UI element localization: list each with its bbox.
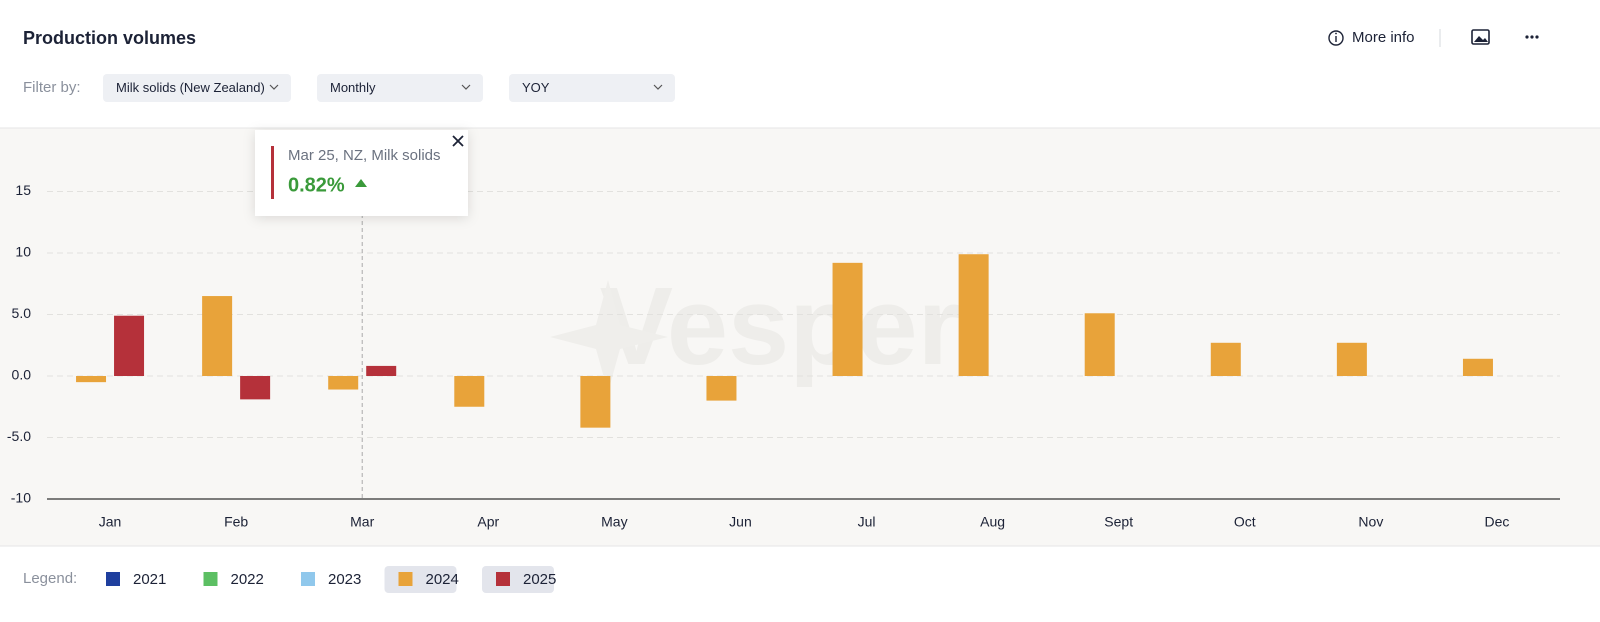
bar (76, 376, 107, 383)
bar (958, 254, 989, 376)
tooltip-title: Mar 25, NZ, Milk solids (288, 147, 441, 164)
dot (1535, 35, 1539, 39)
x-tick-label: Jul (858, 514, 876, 530)
dropdown-label: Milk solids (New Zealand) (116, 80, 265, 95)
x-tick-label: Feb (224, 514, 248, 530)
title: Production volumes (23, 28, 196, 48)
legend-text: 2023 (328, 571, 361, 588)
x-tick-label: Apr (477, 514, 499, 530)
bar (366, 365, 397, 376)
y-tick-label: -10 (11, 490, 31, 506)
tooltip (255, 130, 468, 216)
bar (706, 376, 737, 401)
bar (832, 262, 863, 376)
bar (202, 296, 233, 376)
legend-swatch (203, 572, 218, 586)
x-tick-label: Oct (1234, 514, 1256, 530)
info-icon (1328, 30, 1344, 46)
bar (1462, 358, 1493, 376)
image-icon (1474, 36, 1488, 42)
legend-swatch (106, 572, 120, 586)
image-icon (1471, 29, 1490, 45)
y-tick-label: 10 (15, 244, 31, 260)
x-tick-label: Aug (980, 514, 1005, 530)
legend-item[interactable]: 2024 (384, 566, 459, 593)
legend-text: 2025 (523, 571, 556, 588)
tooltip-close[interactable] (452, 135, 464, 147)
watermark-logo (550, 280, 668, 392)
info-icon (1335, 32, 1337, 35)
x-tick-label: Dec (1485, 514, 1510, 530)
tooltip-accent (271, 146, 274, 199)
dropdown[interactable]: Milk solids (New Zealand) (103, 74, 291, 102)
dropdown-label: Monthly (330, 80, 376, 95)
legend-item[interactable]: 2022 (203, 571, 264, 588)
more-info[interactable]: More info (1328, 29, 1415, 46)
bar (328, 376, 359, 390)
legend-swatch (496, 572, 510, 586)
bar (454, 376, 485, 407)
x-tick-label: Jan (99, 514, 122, 530)
bar (114, 315, 145, 376)
legend-swatch (398, 572, 413, 586)
y-tick-label: 0.0 (12, 367, 32, 383)
legend-swatch (301, 572, 315, 586)
tooltip-arrow (355, 179, 367, 187)
legend-item[interactable]: 2021 (106, 571, 166, 588)
x-tick-label: Jun (729, 514, 752, 530)
x-tick-label: Mar (350, 514, 374, 530)
y-tick-label: 5.0 (12, 305, 32, 321)
chevron (269, 84, 279, 90)
dot (1530, 35, 1534, 39)
legend-label: Legend: (23, 570, 77, 587)
x-tick-label: May (601, 514, 627, 530)
chevron (461, 84, 471, 90)
y-tick-label: -5.0 (7, 428, 31, 444)
dropdown[interactable]: Monthly (317, 74, 483, 102)
image-button[interactable] (1471, 29, 1490, 45)
bar (240, 376, 271, 400)
legend-item[interactable]: 2023 (301, 571, 361, 588)
dot (1525, 35, 1529, 39)
bar (580, 376, 611, 428)
legend-item[interactable]: 2025 (482, 566, 556, 593)
dropdown[interactable]: YOY (509, 74, 675, 102)
legend-text: 2021 (133, 571, 166, 588)
chevron (653, 84, 663, 90)
filter-label: Filter by: (23, 79, 81, 96)
bar (1210, 342, 1241, 376)
x-tick-label: Nov (1358, 514, 1383, 530)
more-info-label: More info (1352, 29, 1415, 46)
more-button[interactable] (1525, 35, 1539, 39)
watermark: Vesper (600, 265, 961, 388)
y-tick-label: 15 (15, 182, 31, 198)
tooltip-value: 0.82% (288, 174, 345, 196)
bar (1084, 313, 1115, 376)
legend-text: 2024 (426, 571, 459, 588)
dropdown-label: YOY (522, 80, 550, 95)
x-tick-label: Sept (1104, 514, 1133, 530)
legend-text: 2022 (231, 571, 264, 588)
bar (1336, 342, 1367, 376)
